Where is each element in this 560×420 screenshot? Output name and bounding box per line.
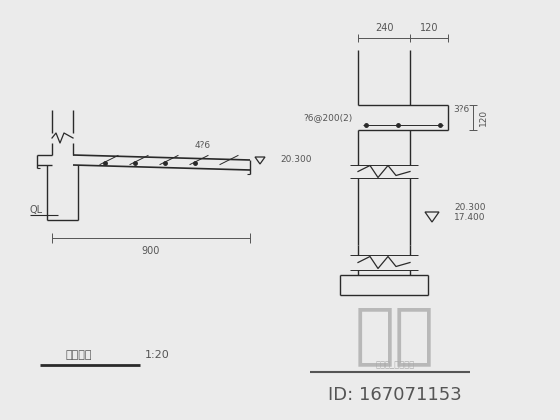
Text: ID: 167071153: ID: 167071153 [328,386,462,404]
Text: 17.400: 17.400 [454,213,486,223]
Text: 120: 120 [478,109,488,126]
Text: 知末网_范例航航: 知末网_范例航航 [375,360,414,370]
Text: 雨篷详图: 雨篷详图 [65,350,91,360]
Text: QL: QL [30,205,43,215]
Text: 1:20: 1:20 [145,350,170,360]
Text: 4?6: 4?6 [195,141,211,150]
Text: 240: 240 [375,23,393,33]
Text: 知末: 知末 [355,302,435,368]
Text: 20.300: 20.300 [454,204,486,213]
Text: 120: 120 [420,23,438,33]
Text: ?6@200(2): ?6@200(2) [304,113,353,122]
Text: 900: 900 [142,246,160,256]
Text: 20.300: 20.300 [280,155,311,163]
Text: 3?6: 3?6 [453,105,469,115]
